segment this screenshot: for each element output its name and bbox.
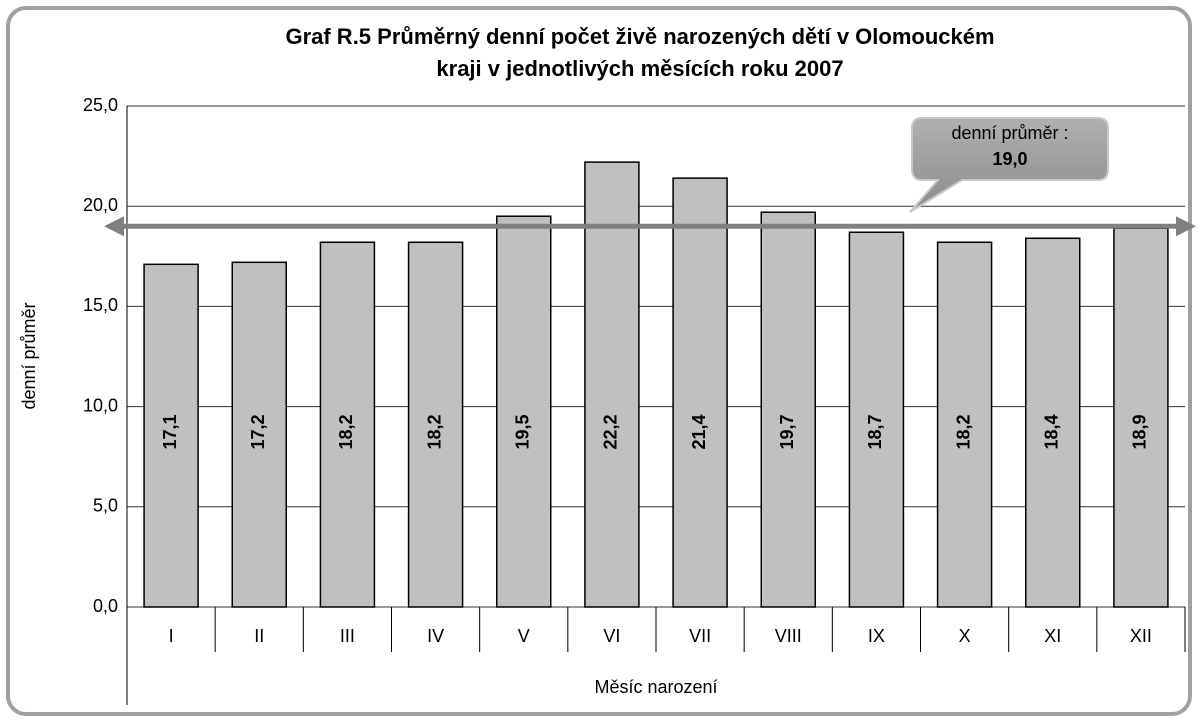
y-tick-label: 25,0	[83, 95, 118, 115]
x-tick-label: I	[169, 626, 174, 646]
x-tick-label: III	[340, 626, 355, 646]
value-label: 17,1	[160, 414, 180, 449]
bar	[936, 241, 993, 608]
value-label: 18,9	[1130, 414, 1150, 449]
value-label: 17,2	[248, 414, 268, 449]
bar	[496, 215, 552, 608]
x-tick-label: VII	[689, 626, 711, 646]
value-label: 18,7	[865, 414, 885, 449]
x-axis-title: Měsíc narození	[594, 677, 717, 697]
value-label: 18,2	[953, 414, 973, 449]
value-label: 18,4	[1042, 414, 1062, 449]
chart-title: Graf R.5 Průměrný denní počet živě naroz…	[285, 24, 994, 49]
x-tick-label: V	[518, 626, 530, 646]
x-tick-label: XII	[1130, 626, 1152, 646]
y-tick-label: 20,0	[83, 195, 118, 215]
y-tick-label: 0,0	[93, 596, 118, 616]
callout	[909, 117, 1109, 213]
x-tick-label: X	[959, 626, 971, 646]
x-tick-label: IX	[868, 626, 885, 646]
value-label: 18,2	[336, 414, 356, 449]
arrow-head	[104, 216, 124, 237]
bar	[760, 211, 816, 608]
bar	[407, 241, 464, 608]
bar	[848, 231, 905, 608]
bar	[143, 263, 199, 608]
bar	[231, 261, 287, 608]
y-tick-label: 5,0	[93, 496, 118, 516]
x-tick-label: XI	[1044, 626, 1061, 646]
y-tick-label: 10,0	[83, 395, 118, 415]
chart-title: kraji v jednotlivých měsících roku 2007	[436, 56, 843, 81]
value-label: 21,4	[689, 414, 709, 449]
value-label: 19,5	[513, 414, 533, 449]
bar	[319, 241, 376, 608]
callout-value: 19,0	[992, 149, 1027, 169]
value-label: 19,7	[777, 414, 797, 449]
y-axis-title: denní průměr	[19, 302, 39, 409]
bar	[672, 177, 728, 608]
y-tick-label: 15,0	[83, 295, 118, 315]
bar	[584, 161, 640, 608]
x-tick-label: II	[254, 626, 264, 646]
bar	[1025, 237, 1081, 608]
x-tick-label: IV	[427, 626, 444, 646]
value-label: 22,2	[601, 414, 621, 449]
x-tick-label: VI	[603, 626, 620, 646]
arrow-head	[1176, 216, 1196, 237]
callout-text: denní průměr :	[951, 123, 1068, 143]
x-tick-label: VIII	[775, 626, 802, 646]
value-label: 18,2	[424, 414, 444, 449]
